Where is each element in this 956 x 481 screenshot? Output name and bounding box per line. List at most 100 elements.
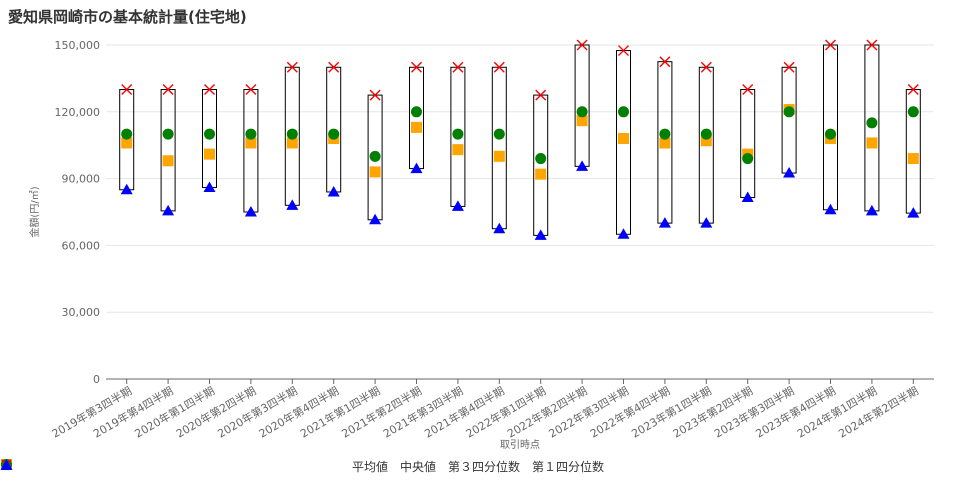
- median-marker: [866, 117, 878, 129]
- mean-marker: [700, 135, 712, 147]
- median-marker: [204, 128, 215, 140]
- q1-marker: [865, 204, 878, 216]
- mean-marker: [576, 115, 588, 127]
- mean-marker: [411, 121, 422, 133]
- q1-marker: [410, 162, 423, 174]
- mean-marker: [121, 137, 133, 149]
- iqr-box: [491, 66, 507, 230]
- q1-marker: [162, 204, 175, 216]
- legend-label: 第３四分位数: [448, 460, 521, 474]
- median-marker: [659, 128, 671, 140]
- iqr-box: [409, 66, 424, 170]
- mean-marker: [162, 155, 174, 167]
- q3-marker: [535, 89, 547, 101]
- q1-marker: [369, 213, 382, 225]
- q1-marker: [741, 191, 754, 203]
- q3-marker: [121, 84, 133, 96]
- mean-marker: [618, 133, 629, 145]
- legend: 平均値 中央値 第３四分位数 第１四分位数: [0, 458, 956, 475]
- q3-marker: [204, 84, 215, 96]
- y-tick-label: 150,000: [55, 39, 101, 52]
- q1-marker: [576, 160, 589, 171]
- mean-marker: [245, 137, 257, 149]
- q1-marker: [783, 167, 796, 178]
- y-tick-label: 120,000: [55, 106, 101, 119]
- mean-marker: [535, 168, 547, 180]
- median-marker: [328, 128, 340, 140]
- median-marker: [493, 128, 505, 140]
- q3-marker: [245, 84, 257, 96]
- q3-marker: [286, 61, 298, 73]
- q1-marker: [451, 200, 464, 211]
- iqr-box: [574, 44, 590, 167]
- median-marker: [411, 106, 422, 118]
- iqr-box: [823, 44, 838, 211]
- median-marker: [452, 128, 464, 140]
- q3-marker: [825, 39, 836, 51]
- q3-marker: [783, 61, 795, 73]
- q1-marker: [493, 222, 506, 234]
- y-tick-label: 30,000: [62, 306, 101, 319]
- mean-marker: [493, 150, 505, 162]
- median-marker: [121, 128, 133, 140]
- legend-item: 中央値: [1, 458, 436, 475]
- legend-triangle-icon: [0, 459, 13, 470]
- q1-marker: [534, 229, 547, 240]
- legend-item: 第３四分位数: [1, 458, 521, 475]
- q3-marker: [742, 84, 754, 96]
- q3-marker: [493, 61, 505, 73]
- legend-item: 第１四分位数: [0, 458, 605, 475]
- median-marker: [700, 128, 712, 140]
- legend-label: 中央値: [399, 460, 436, 474]
- q3-marker: [700, 61, 712, 73]
- mean-marker: [204, 148, 215, 160]
- mean-marker: [907, 153, 919, 165]
- q1-marker: [327, 185, 340, 197]
- legend-label: 平均値: [351, 460, 388, 474]
- q3-marker: [576, 39, 588, 51]
- median-marker: [245, 128, 257, 140]
- q3-marker: [452, 61, 464, 73]
- y-tick-label: 90,000: [62, 173, 101, 186]
- mean-marker: [369, 166, 381, 178]
- median-marker: [369, 150, 381, 162]
- median-marker: [618, 106, 629, 118]
- q1-marker: [244, 206, 257, 217]
- mean-marker: [452, 144, 464, 156]
- median-marker: [286, 128, 298, 140]
- q1-marker: [617, 228, 630, 239]
- q1-marker: [824, 203, 837, 215]
- median-marker: [576, 106, 588, 118]
- legend-item: 平均値: [1, 458, 388, 475]
- q3-marker: [369, 89, 381, 101]
- mean-marker: [866, 137, 878, 149]
- iqr-box: [160, 89, 176, 212]
- q3-marker: [866, 39, 878, 51]
- mean-marker: [659, 137, 671, 149]
- q3-marker: [411, 61, 422, 73]
- q1-marker: [286, 199, 299, 210]
- median-marker: [742, 153, 754, 165]
- iqr-box: [243, 89, 259, 213]
- q1-marker: [203, 181, 216, 193]
- median-marker: [907, 106, 919, 118]
- mean-marker: [286, 137, 298, 149]
- chart-title: 愛知県岡崎市の基本統計量(住宅地): [8, 8, 247, 26]
- q1-marker: [658, 217, 671, 228]
- q1-marker: [907, 207, 920, 218]
- q1-marker: [120, 183, 133, 195]
- median-marker: [535, 153, 547, 165]
- legend-label: 第１四分位数: [532, 460, 605, 474]
- x-axis-title: 取引時点: [500, 439, 540, 451]
- iqr-box: [740, 89, 756, 199]
- q3-marker: [907, 84, 919, 96]
- q3-marker: [618, 45, 629, 57]
- y-axis-title: 金額(円/㎡): [28, 186, 41, 237]
- median-marker: [162, 128, 174, 140]
- y-tick-label: 0: [93, 373, 100, 386]
- y-tick-label: 60,000: [62, 239, 101, 252]
- q1-marker: [700, 217, 713, 228]
- q3-marker: [162, 84, 174, 96]
- median-marker: [825, 128, 836, 140]
